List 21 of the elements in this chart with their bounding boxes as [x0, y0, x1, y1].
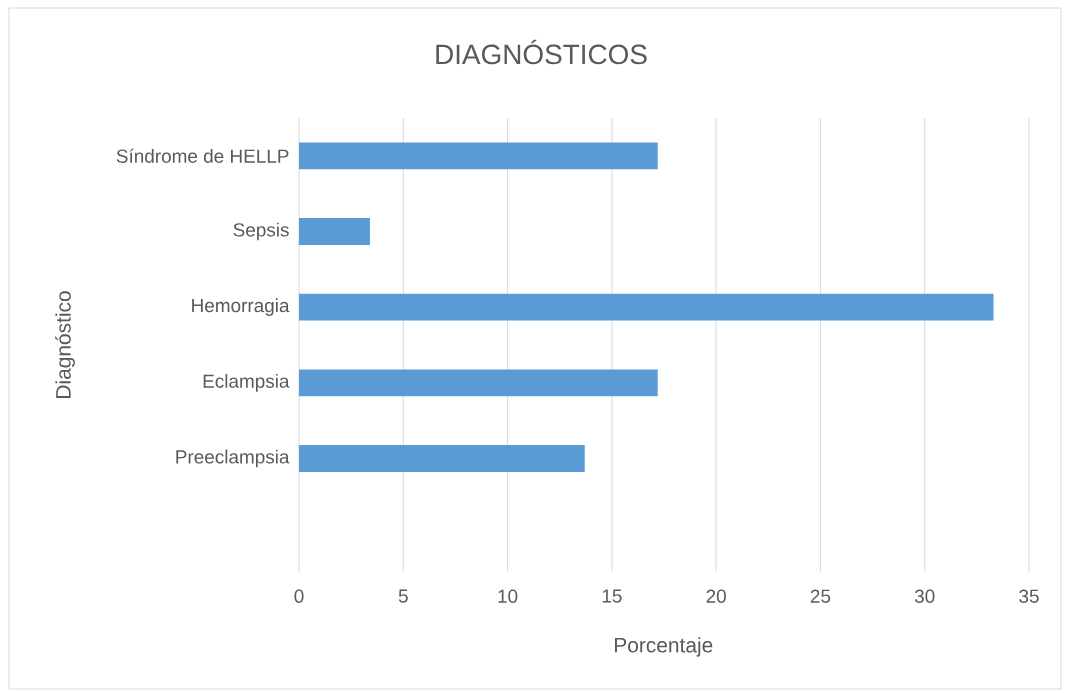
y-tick-label: Sepsis [233, 222, 289, 241]
x-tick-label: 20 [706, 589, 726, 603]
y-axis-title: Diagnóstico [55, 291, 75, 398]
chart-title: DIAGNÓSTICOS [436, 39, 647, 65]
y-tick-label: Hemorragia [192, 298, 290, 316]
x-tick-label: 25 [810, 589, 831, 603]
x-tick-label: 0 [294, 589, 304, 603]
bar [299, 218, 370, 245]
x-axis-title: Porcentaje [614, 637, 713, 657]
x-tick-label: 30 [914, 589, 935, 603]
bar [299, 445, 585, 472]
x-tick-label: 5 [398, 589, 408, 603]
y-tick-label: Eclampsia [203, 374, 290, 392]
bar [299, 142, 658, 170]
y-tick-label: Preeclampsia [176, 449, 290, 468]
x-tick-label: 35 [1019, 589, 1039, 603]
y-tick-label: Síndrome de HELLP [116, 148, 289, 163]
bar [299, 369, 658, 397]
x-tick-label: 10 [498, 589, 518, 603]
bar [299, 293, 994, 321]
x-tick-label: 15 [602, 589, 622, 603]
